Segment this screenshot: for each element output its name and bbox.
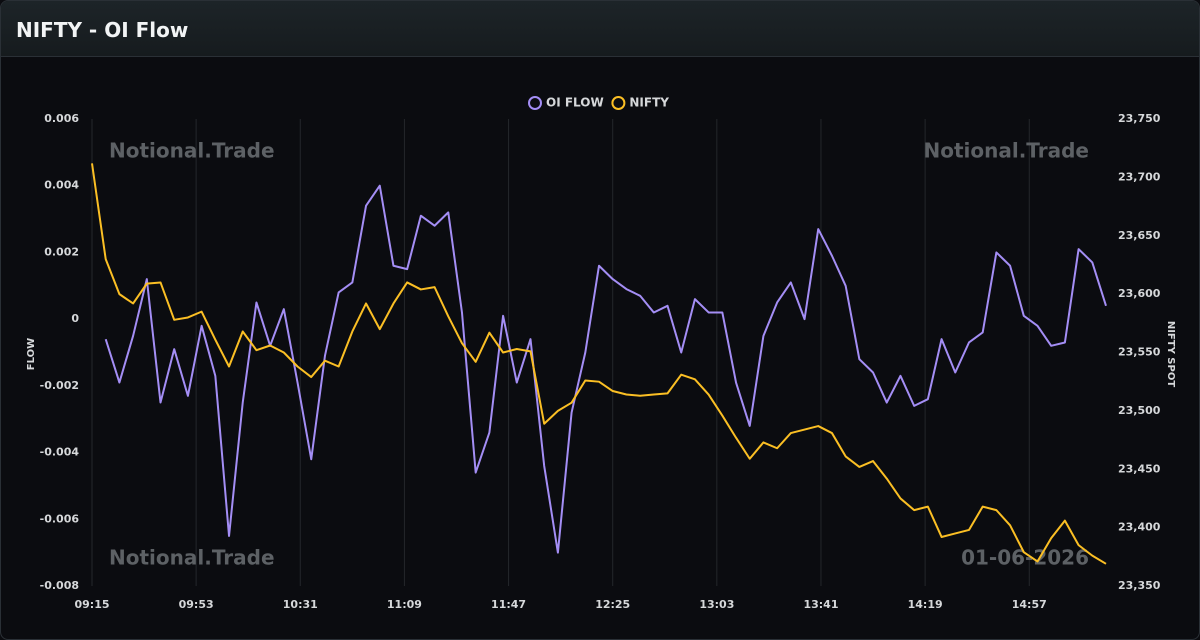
x-tick-label: 09:53 — [179, 598, 214, 611]
x-tick-label: 14:57 — [1012, 598, 1047, 611]
legend-label: NIFTY — [629, 96, 669, 110]
y2-tick-label: 23,550 — [1118, 346, 1161, 359]
y2-axis-title: NIFTY SPOT — [1165, 321, 1176, 387]
y2-tick-label: 23,650 — [1118, 229, 1161, 242]
y-tick-label: 0.002 — [44, 245, 79, 258]
legend-label: OI FLOW — [546, 96, 604, 110]
y-tick-label: 0.006 — [44, 112, 79, 125]
y2-tick-label: 23,700 — [1118, 170, 1161, 183]
y2-tick-label: 23,500 — [1118, 404, 1161, 417]
legend-marker — [611, 96, 626, 110]
legend-marker — [528, 96, 542, 110]
x-tick-label: 14:19 — [908, 598, 943, 611]
y-tick-label: -0.004 — [40, 446, 80, 459]
x-tick-label: 13:03 — [699, 598, 734, 611]
series-line — [91, 163, 1107, 565]
x-tick-label: 09:15 — [74, 598, 109, 611]
y2-tick-label: 23,400 — [1118, 521, 1161, 534]
watermark: Notional.Trade — [109, 139, 275, 163]
y2-tick-label: 23,600 — [1118, 287, 1161, 300]
y2-tick-label: 23,750 — [1118, 112, 1161, 125]
x-tick-label: 10:31 — [283, 598, 318, 611]
y-tick-label: -0.008 — [40, 579, 79, 592]
x-tick-label: 13:41 — [803, 598, 838, 611]
watermark: Notional.Trade — [109, 546, 275, 570]
y-tick-label: 0 — [71, 312, 79, 325]
y-axis-title: FLOW — [26, 338, 37, 370]
series-line — [104, 184, 1107, 554]
y-tick-label: 0.004 — [44, 179, 79, 192]
watermark: Notional.Trade — [923, 139, 1089, 163]
x-tick-label: 11:09 — [387, 598, 422, 611]
x-tick-label: 12:25 — [595, 598, 630, 611]
x-tick-label: 11:47 — [491, 598, 526, 611]
watermark: 01-06-2026 — [961, 546, 1089, 570]
y-tick-label: -0.002 — [40, 379, 79, 392]
chart-title: NIFTY - OI Flow — [1, 1, 1199, 57]
y2-tick-label: 23,350 — [1118, 579, 1161, 592]
y2-tick-label: 23,450 — [1118, 462, 1161, 475]
y-tick-label: -0.006 — [40, 512, 80, 525]
